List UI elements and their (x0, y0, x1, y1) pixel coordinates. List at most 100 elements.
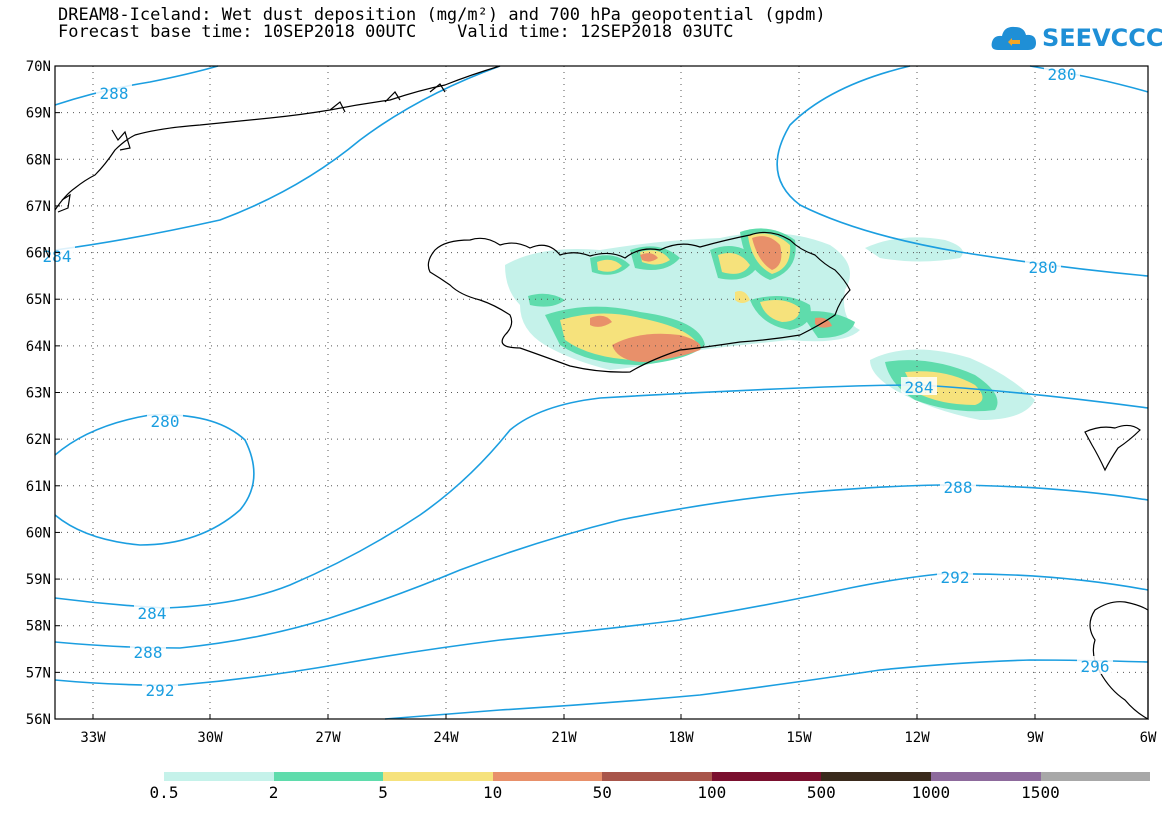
cloud-icon (991, 26, 1036, 50)
contour-label: 288 (134, 643, 163, 662)
contour-label: 292 (941, 568, 970, 587)
contour-label-bg (1077, 656, 1113, 674)
longitude-label: 27W (315, 730, 341, 746)
legend-label: 0.5 (149, 783, 179, 802)
dust-deposition-field (505, 228, 1035, 420)
greenland-coast (54, 65, 501, 211)
dust-region (718, 252, 750, 274)
color-swatch (1040, 772, 1151, 781)
color-swatch (383, 772, 493, 781)
contour-label: 280 (151, 412, 180, 431)
longitude-label: 6W (1140, 730, 1157, 746)
longitude-label: 24W (433, 730, 459, 746)
legend-label: 10 (483, 783, 503, 802)
longitude-label: 18W (668, 730, 694, 746)
legend-label: 2 (268, 783, 279, 802)
legend-label: 1500 (1021, 783, 1060, 802)
contour-label: 284 (43, 247, 72, 266)
chart-subtitle: Forecast base time: 10SEP2018 00UTC Vali… (58, 22, 734, 42)
contour-label-bg (130, 642, 166, 660)
latitude-label: 61N (26, 479, 51, 495)
color-swatch (164, 772, 274, 781)
contour-label: 292 (146, 681, 175, 700)
contour-label-bg (940, 477, 976, 495)
faroe-coast (1084, 424, 1141, 472)
legend-label: 1000 (911, 783, 951, 802)
iceland-coast (427, 231, 851, 373)
longitude-label: 12W (904, 730, 930, 746)
color-swatch (273, 772, 384, 781)
contour-label-bg (901, 377, 937, 395)
latitude-label: 65N (26, 292, 51, 308)
longitude-label: 15W (786, 730, 812, 746)
longitude-label: 9W (1027, 730, 1044, 746)
dust-region (735, 291, 750, 303)
contour-labels: 288 280 284 280 280 284 284 288 288 292 292 296 (39, 64, 1113, 700)
graticule (55, 66, 1148, 719)
color-swatch (492, 772, 603, 781)
contour-line (54, 413, 255, 546)
contour-line (54, 573, 1149, 686)
dust-region (597, 259, 622, 272)
axes-labels: 70N 69N 68N 67N 66N 65N 64N 63N 62N 61N 60N 59N 58N 5… (26, 59, 1157, 746)
greenland-fjords (57, 83, 446, 213)
contour-label: 288 (944, 478, 973, 497)
legend-label: 50 (592, 783, 612, 802)
contour-label-bg (39, 246, 75, 264)
latitude-label: 59N (26, 572, 51, 588)
contour-line (384, 659, 1149, 720)
logo-text: SEEVCCC (1042, 24, 1164, 52)
color-swatch (930, 772, 1041, 781)
scotland-coast (1089, 601, 1149, 721)
latitude-label: 64N (26, 339, 51, 355)
contour-label-bg (142, 680, 178, 698)
longitude-label: 33W (80, 730, 106, 746)
color-swatch (602, 772, 712, 781)
longitude-label: 21W (551, 730, 577, 746)
contour-label-bg (937, 567, 973, 585)
coastlines (54, 65, 1149, 721)
legend-label: 500 (806, 783, 836, 802)
latitude-label: 57N (26, 665, 51, 681)
contour-line (54, 65, 501, 251)
latitude-label: 56N (26, 712, 51, 728)
contour-line (776, 65, 1149, 277)
latitude-label: 66N (26, 246, 51, 262)
contour-label: 280 (1029, 258, 1058, 277)
contour-label-bg (96, 83, 132, 101)
dust-region (528, 293, 565, 307)
latitude-label: 69N (26, 106, 51, 122)
contour-label-bg (147, 411, 183, 429)
contour-label-bg (1025, 257, 1061, 275)
seevccc-logo: SEEVCCC (990, 18, 1164, 58)
dust-region (760, 300, 800, 322)
latitude-label: 63N (26, 386, 51, 402)
dust-region (752, 236, 782, 270)
dust-region (865, 237, 963, 262)
legend-label: 100 (697, 783, 727, 802)
contour-label-bg (1044, 64, 1080, 82)
contour-label: 288 (100, 84, 129, 103)
longitude-label: 30W (197, 730, 223, 746)
contour-label: 280 (1048, 65, 1077, 84)
contour-label: 296 (1081, 657, 1110, 676)
latitude-label: 62N (26, 432, 51, 448)
latitude-label: 67N (26, 199, 51, 215)
color-scale (164, 772, 1151, 781)
chart-title: DREAM8-Iceland: Wet dust deposition (mg/… (58, 5, 826, 25)
latitude-label: 60N (26, 525, 51, 541)
dust-region (612, 333, 701, 362)
contour-label: 284 (138, 604, 167, 623)
contour-line (54, 484, 1149, 649)
latitude-label: 70N (26, 59, 51, 75)
dust-region (640, 253, 658, 262)
contour-label: 284 (905, 378, 934, 397)
color-swatch (821, 772, 931, 781)
contour-label-bg (134, 603, 170, 621)
contour-line (54, 65, 219, 106)
latitude-label: 68N (26, 152, 51, 168)
color-swatch (711, 772, 822, 781)
legend-label: 5 (378, 783, 388, 802)
latitude-label: 58N (26, 619, 51, 635)
